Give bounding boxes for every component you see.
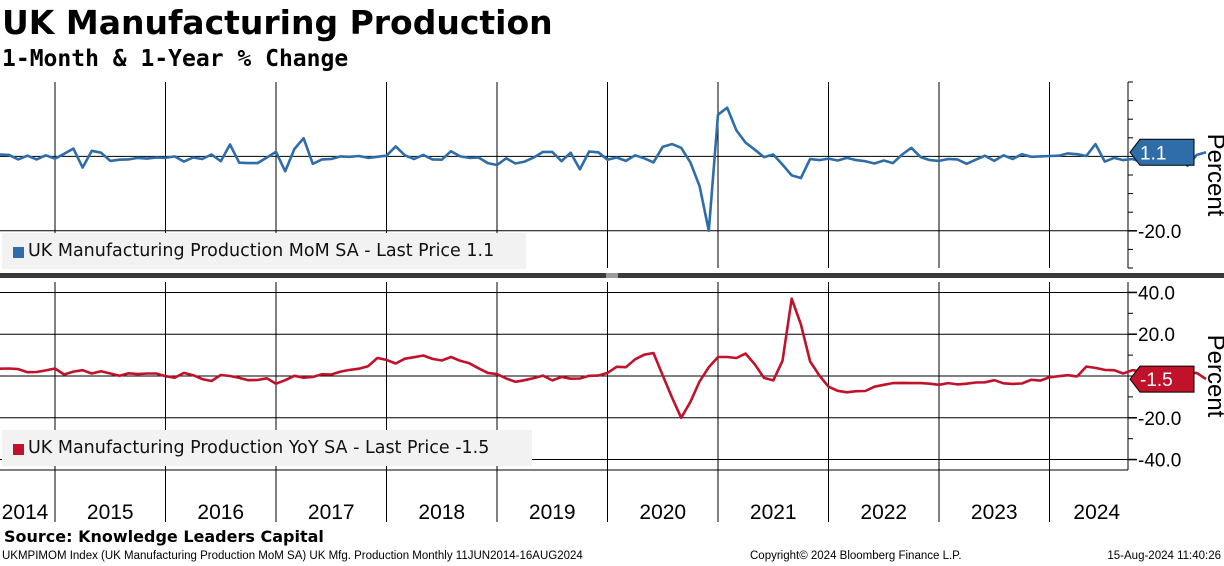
mom-last-value-label: 1.1: [1140, 143, 1166, 164]
yoy-tick-label: 40.0: [1138, 283, 1175, 304]
yoy-legend-label: UK Manufacturing Production YoY SA - Las…: [28, 438, 490, 458]
yoy-axis-title: Percent: [1202, 335, 1224, 418]
yoy-tick-label: -40.0: [1138, 451, 1181, 472]
yoy-tick-label: -20.0: [1138, 409, 1181, 430]
x-axis: 2014 2015 2016 2017 2018 2019 2020 2021 2022 2023…: [0, 469, 1128, 524]
yoy-last-value-label: -1.5: [1140, 370, 1173, 391]
footer-timestamp: 15-Aug-2024 11:40:26: [1107, 550, 1221, 562]
x-tick-label-2018: 2018: [418, 501, 465, 524]
chart-title: UK Manufacturing Production: [2, 3, 553, 42]
yoy-legend-swatch: [13, 444, 24, 455]
mom-last-value-tag: [1129, 138, 1195, 166]
mom-panel: -20.0 1.1 Percent: [0, 81, 1224, 278]
mom-axis-title: Percent: [1202, 134, 1224, 217]
x-tick-label-2016: 2016: [197, 501, 244, 524]
yoy-series-line: [0, 297, 1207, 420]
x-tick-label-2015: 2015: [87, 501, 134, 524]
x-tick-label-2017: 2017: [308, 501, 355, 524]
chart-subtitle: 1-Month & 1-Year % Change: [2, 46, 349, 72]
x-tick-label-2020: 2020: [639, 501, 686, 524]
mom-legend-label: UK Manufacturing Production MoM SA - Las…: [28, 241, 495, 261]
yoy-panel: 40.0 20.0 -20.0 -40.0 -1.5 Percent: [0, 282, 1224, 472]
mom-series-line: [0, 106, 1207, 233]
x-tick-label-2019: 2019: [529, 501, 576, 524]
yoy-last-value-tag: [1129, 365, 1195, 393]
source-note: Source: Knowledge Leaders Capital: [4, 527, 324, 546]
mom-legend: UK Manufacturing Production MoM SA - Las…: [2, 233, 526, 269]
chart-canvas: -20.0 1.1 Percent 40.0 20.0 -20.0 -40.0 -1.5 Pe…: [0, 81, 1224, 524]
panel-divider-handle: [606, 273, 618, 278]
mom-legend-swatch: [13, 247, 24, 258]
footer-index-info: UKMPIMOM Index (UK Manufacturing Product…: [2, 550, 583, 562]
yoy-tick-label: 20.0: [1138, 325, 1175, 346]
x-tick-label-2023: 2023: [971, 501, 1018, 524]
x-tick-label-2022: 2022: [860, 501, 907, 524]
footer-copyright: Copyright© 2024 Bloomberg Finance L.P.: [750, 550, 962, 562]
x-tick-label-2021: 2021: [750, 501, 797, 524]
x-tick-label-2024: 2024: [1073, 501, 1120, 524]
mom-tick-label: -20.0: [1138, 222, 1181, 243]
yoy-legend: UK Manufacturing Production YoY SA - Las…: [2, 430, 532, 466]
x-tick-label-2014: 2014: [2, 501, 49, 524]
